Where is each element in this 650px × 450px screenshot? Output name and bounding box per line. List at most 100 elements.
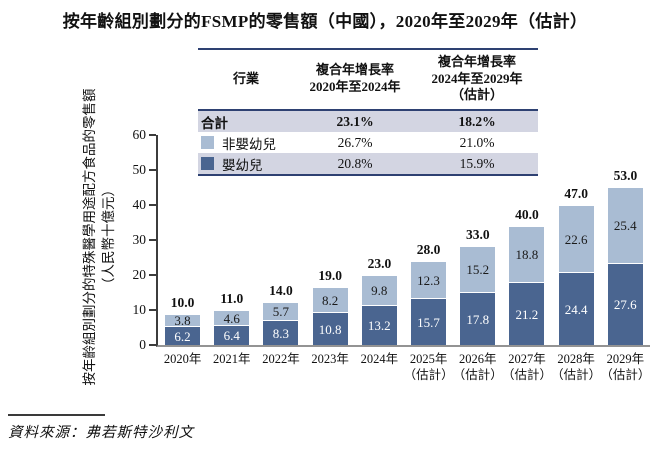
bar-total-label: 10.0 [170,295,195,310]
chart-title: 按年齡組別劃分的FSMP的零售額（中國），2020年至2029年（估計） [62,12,588,31]
bar-segment-infant: 15.7 [411,299,446,345]
y-tick-label: 20 [132,267,147,282]
bar-segment-non-infant: 18.8 [509,227,545,282]
bar-slot: 6.2 3.8 10.0 2020年 [158,135,207,366]
x-axis-label: 2024年 [360,352,399,366]
table-row-infant: 嬰幼兒 20.8% 15.9% [198,153,538,174]
row-label-infant: 嬰幼兒 [198,154,294,174]
row-label-total-text: 合計 [201,115,228,131]
bar-total-label: 11.0 [220,291,244,306]
table-row-non-infant: 非嬰幼兒 26.7% 21.0% [198,132,538,153]
bar-segment-non-infant: 5.7 [263,303,299,320]
bar-value-infant: 21.2 [515,306,539,322]
y-tick-label: 50 [132,162,147,177]
bar-slot: 8.3 5.7 14.0 2022年 [256,135,305,366]
y-tick-mark [149,204,156,206]
stacked-bar: 21.2 18.8 [509,227,545,345]
bar-value-non-infant: 18.8 [515,247,539,262]
bar-total-label: 19.0 [318,268,342,283]
bar-value-infant: 13.2 [367,318,391,333]
header-cagr-2024-2029: 複合年增長率 2024年至2029年 （估計） [431,53,523,103]
row-label-total: 合計 [198,112,294,132]
stacked-bar: 17.8 15.2 [460,247,496,345]
y-tick-mark [149,239,156,241]
header-industry: 行業 [232,70,259,86]
bar-segment-infant: 24.4 [558,273,594,345]
legend-swatch-non-infant [201,136,214,149]
total-cagr-2024-2029: 18.2% [458,113,496,129]
y-tick-label: 0 [139,337,146,352]
bar-value-infant: 17.8 [466,311,490,327]
y-axis-title-text: 按年齡組別劃分的特殊醫學用途配方食品的零售額 [82,88,97,386]
bar-slot: 17.8 15.2 33.0 2026年 （估計） [453,135,503,382]
x-axis-label: 2028年 （估計） [551,352,602,382]
y-tick-mark [149,344,156,346]
bar-segment-infant: 21.2 [509,283,545,345]
bar-total-label: 53.0 [613,168,638,183]
legend-swatch-infant [201,157,214,170]
bar-value-infant: 6.2 [174,328,191,344]
y-tick-mark [149,134,156,136]
bar-segment-infant: 8.3 [263,321,299,345]
bar-value-non-infant: 12.3 [417,272,440,288]
stacked-bar: 6.4 4.6 [214,310,250,345]
x-axis-label: 2023年 [311,352,349,366]
x-axis-label: 2025年 （估計） [403,352,454,382]
bar-slot: 24.4 22.6 47.0 2028年 （估計） [551,135,601,382]
row-label-non-infant-text: 非嬰幼兒 [222,136,276,152]
bar-segment-infant: 6.4 [214,326,250,345]
bar-value-non-infant: 4.6 [223,310,240,326]
bar-value-infant: 27.6 [613,297,637,312]
bar-total-label: 33.0 [465,227,490,242]
source-note: 資料來源：弗若斯特沙利文 [8,414,194,442]
bar-total-label: 40.0 [515,207,539,222]
y-tick-label: 30 [132,232,147,247]
non-infant-cagr-2024-2029: 21.0% [459,134,495,150]
x-axis-label: 2029年 （估計） [600,352,650,382]
stacked-bar: 24.4 22.6 [558,206,594,345]
x-axis-label: 2021年 [213,352,251,366]
bar-value-non-infant: 15.2 [466,262,490,277]
bar-segment-non-infant: 8.2 [312,288,348,312]
y-tick-mark [149,274,156,276]
bar-total-label: 14.0 [269,283,293,298]
y-tick-mark [149,309,156,311]
bar-slot: 27.6 25.4 53.0 2029年 （估計） [600,135,650,382]
bar-slot: 13.2 9.8 23.0 2024年 [355,135,404,366]
bar-value-non-infant: 22.6 [564,231,588,247]
stacked-bar: 15.7 12.3 [411,262,446,345]
bar-value-infant: 10.8 [318,321,342,337]
bar-segment-non-infant: 9.8 [361,276,397,305]
y-tick-label: 60 [132,127,147,142]
bar-segment-non-infant: 25.4 [607,188,643,263]
bar-segment-infant: 13.2 [361,306,397,345]
bar-segment-infant: 17.8 [460,293,496,345]
bar-value-non-infant: 5.7 [272,304,290,319]
plot-area: 0 10 20 30 40 50 60 6.2 3.8 10.0 2020年 6.4 4.6 11.0 20… [133,127,650,382]
row-label-infant-text: 嬰幼兒 [222,157,263,173]
bar-slot: 6.4 4.6 11.0 2021年 [207,135,256,366]
y-tick-mark [149,169,156,171]
table-row-total: 合計 23.1% 18.2% [198,111,538,132]
header-cagr-2020-2024: 複合年增長率 2020年至2024年 [309,62,401,94]
bar-segment-non-infant: 3.8 [165,313,200,328]
stacked-bar: 6.2 3.8 [165,313,200,345]
source-text: 資料來源：弗若斯特沙利文 [8,425,194,441]
non-infant-cagr-2020-2024: 26.7% [337,134,373,150]
bar-segment-non-infant: 4.6 [214,310,250,326]
stacked-bar: 13.2 9.8 [361,276,397,345]
bar-value-non-infant: 3.8 [174,313,191,328]
bar-value-non-infant: 9.8 [371,283,388,298]
bar-total-label: 28.0 [416,242,441,257]
bar-value-infant: 8.3 [272,325,290,341]
bar-slot: 21.2 18.8 40.0 2027年 （估計） [502,135,552,382]
stacked-bar: 8.3 5.7 [263,303,299,345]
bar-value-infant: 6.4 [223,328,240,343]
source-divider [8,414,105,416]
y-tick-label: 40 [132,197,147,212]
bar-value-infant: 15.7 [417,314,440,330]
x-axis-label: 2027年 （估計） [501,352,552,382]
x-axis-label: 2026年 （估計） [452,352,503,382]
bar-segment-non-infant: 12.3 [411,262,446,298]
